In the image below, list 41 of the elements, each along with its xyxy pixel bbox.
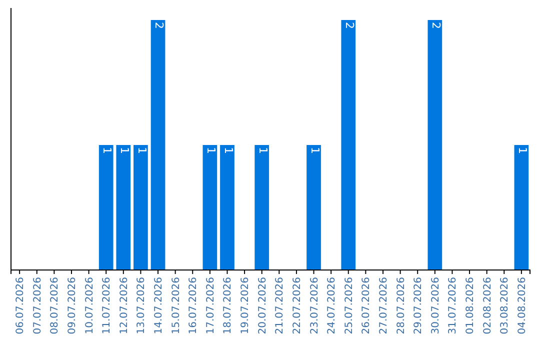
data-label: 2 [152,22,166,29]
x-tick-label: 21.07.2026 [274,277,286,334]
x-tick-label: 15.07.2026 [170,277,182,334]
x-tick-label: 13.07.2026 [136,277,148,334]
x-tick-label: 31.07.2026 [448,277,459,334]
data-label: 2 [342,22,356,29]
x-tick-label: 24.07.2026 [326,277,338,334]
x-tick-label: 02.08.2026 [482,277,494,334]
data-label: 1 [118,147,131,154]
x-tick-label: 28.07.2026 [396,277,407,334]
x-tick-label: 04.08.2026 [516,277,528,334]
x-tick-label: 26.07.2026 [361,277,372,334]
data-label: 1 [256,147,270,154]
data-label: 2 [429,22,442,29]
x-tick-label: 19.07.2026 [240,277,252,334]
x-tick-label: 17.07.2026 [205,277,216,334]
x-tick-label: 03.08.2026 [500,277,511,334]
x-tick-label: 20.07.2026 [257,277,268,334]
x-tick-label: 27.07.2026 [378,277,390,334]
x-tick-label: 22.07.2026 [292,277,303,334]
data-label: 1 [308,147,322,154]
x-tick-label: 30.07.2026 [430,277,442,334]
x-tick-label: 08.07.2026 [50,277,61,334]
data-label: 1 [135,147,148,154]
data-label: 1 [516,147,529,154]
x-tick-label: 09.07.2026 [66,277,78,334]
x-tick-label: 01.08.2026 [465,277,476,334]
x-tick-label: 16.07.2026 [188,277,200,334]
data-label: 1 [204,147,218,154]
x-tick-label: 10.07.2026 [84,277,96,334]
data-label: 1 [100,147,114,154]
x-tick-label: 12.07.2026 [118,277,130,334]
x-tick-label: 14.07.2026 [154,277,165,334]
x-tick-label: 23.07.2026 [309,277,320,334]
x-tick-label: 25.07.2026 [344,277,355,334]
data-label: 1 [222,147,235,154]
x-tick-label: 07.07.2026 [32,277,44,334]
x-tick-label: 29.07.2026 [413,277,424,334]
x-tick-label: 06.07.2026 [15,277,26,334]
x-tick-label: 18.07.2026 [222,277,234,334]
x-tick-label: 11.07.2026 [102,277,113,334]
